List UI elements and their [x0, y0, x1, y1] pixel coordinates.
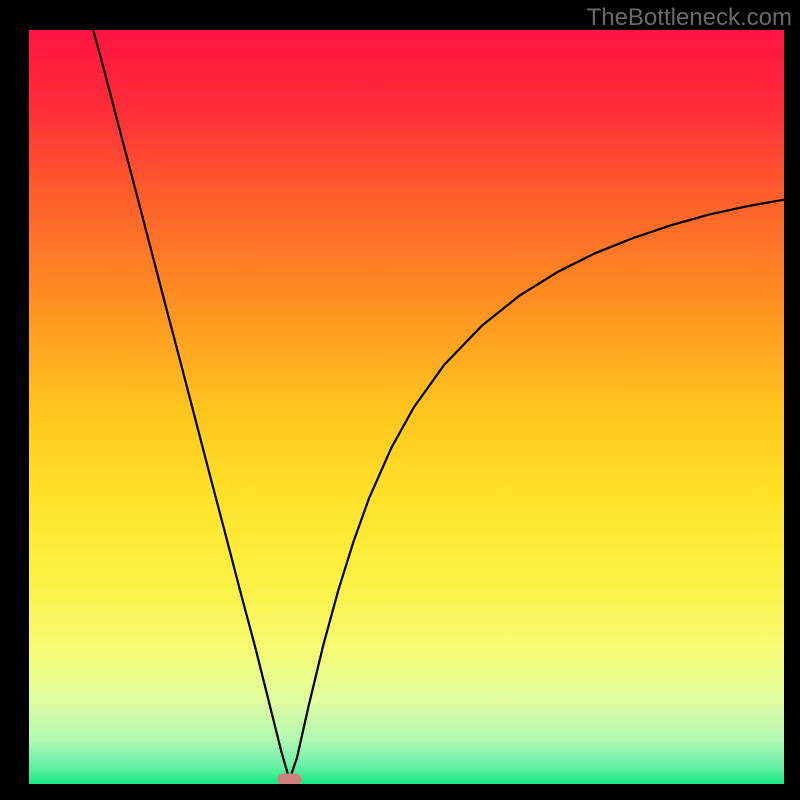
plot-svg [29, 30, 784, 784]
plot-area [29, 30, 784, 784]
minimum-marker [277, 773, 301, 784]
watermark-text: TheBottleneck.com [587, 4, 792, 32]
gradient-background [29, 30, 784, 784]
chart-frame: TheBottleneck.com [0, 0, 800, 800]
